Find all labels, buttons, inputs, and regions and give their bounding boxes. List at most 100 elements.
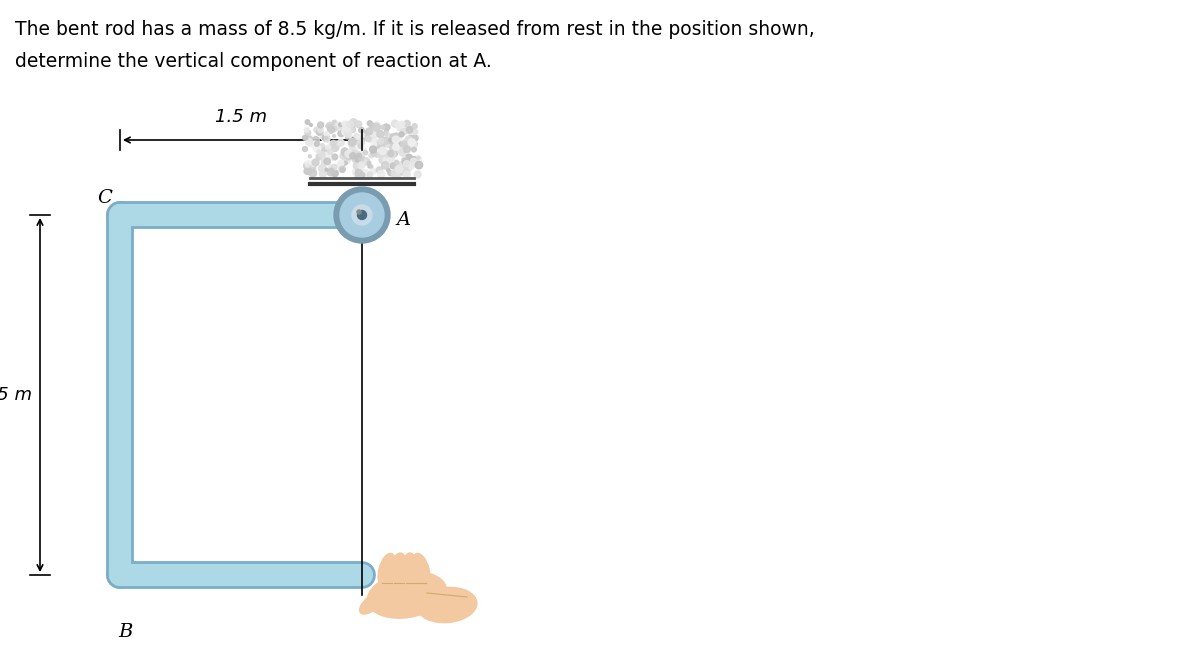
Point: [299, 127, 318, 138]
Ellipse shape: [412, 554, 430, 587]
Circle shape: [334, 187, 390, 243]
Point: [354, 145, 373, 156]
Point: [377, 155, 396, 166]
Point: [317, 151, 336, 161]
Point: [386, 134, 406, 145]
Point: [384, 168, 403, 178]
Point: [400, 124, 419, 135]
Point: [353, 155, 372, 166]
Point: [371, 129, 390, 139]
Point: [378, 122, 397, 133]
Point: [365, 145, 384, 156]
Point: [301, 139, 320, 149]
Point: [391, 139, 410, 149]
Point: [406, 121, 425, 131]
Point: [298, 125, 317, 135]
Point: [392, 159, 412, 170]
Point: [378, 137, 397, 147]
Point: [349, 167, 368, 178]
Point: [336, 158, 355, 168]
Point: [316, 145, 335, 155]
Point: [376, 135, 395, 146]
Point: [314, 154, 334, 164]
Point: [332, 127, 352, 138]
Point: [378, 130, 397, 141]
Point: [352, 152, 371, 163]
Point: [337, 150, 356, 160]
Point: [352, 125, 371, 135]
Point: [377, 123, 396, 133]
Point: [384, 148, 403, 158]
Point: [374, 135, 394, 145]
Point: [390, 124, 409, 135]
Point: [307, 139, 326, 149]
Point: [316, 133, 335, 143]
Point: [395, 119, 414, 129]
Point: [386, 132, 406, 143]
Point: [331, 137, 350, 148]
Point: [409, 153, 428, 164]
Point: [400, 124, 419, 135]
Point: [302, 162, 322, 172]
Point: [370, 129, 389, 139]
Point: [386, 170, 406, 180]
Point: [324, 123, 343, 134]
Point: [370, 125, 389, 136]
Point: [329, 121, 348, 132]
Point: [401, 153, 420, 164]
Point: [344, 147, 364, 158]
Point: [383, 160, 402, 171]
Point: [392, 148, 412, 158]
Point: [398, 162, 418, 173]
Point: [401, 133, 420, 143]
Point: [322, 165, 341, 176]
Point: [338, 129, 358, 139]
Point: [304, 168, 323, 178]
Point: [314, 157, 334, 168]
Point: [349, 119, 368, 129]
Point: [318, 121, 337, 131]
Point: [298, 158, 317, 168]
Point: [361, 130, 380, 141]
Point: [318, 156, 337, 166]
Point: [346, 167, 365, 178]
Point: [398, 162, 418, 173]
Point: [385, 131, 404, 141]
Point: [298, 160, 317, 170]
Ellipse shape: [360, 592, 384, 614]
Point: [371, 139, 390, 150]
Point: [334, 151, 353, 161]
Point: [331, 128, 350, 139]
Point: [360, 161, 379, 172]
Point: [319, 154, 338, 165]
Point: [353, 132, 372, 143]
Point: [384, 143, 403, 154]
Point: [356, 156, 376, 166]
Point: [360, 126, 379, 137]
Point: [320, 161, 340, 172]
Point: [325, 168, 344, 178]
Ellipse shape: [418, 587, 476, 623]
Text: C: C: [97, 189, 112, 207]
Point: [343, 124, 362, 135]
Point: [383, 154, 402, 164]
Point: [403, 154, 422, 165]
Text: 1.5 m: 1.5 m: [0, 386, 32, 404]
Point: [341, 119, 360, 130]
Point: [320, 147, 340, 157]
Point: [298, 165, 317, 176]
Point: [310, 151, 329, 162]
Point: [386, 131, 406, 142]
Point: [325, 152, 344, 162]
Point: [406, 133, 425, 143]
Point: [409, 160, 428, 170]
Point: [355, 168, 374, 178]
Point: [394, 143, 413, 153]
Point: [299, 159, 318, 170]
Point: [377, 122, 396, 133]
Point: [397, 169, 416, 180]
Point: [379, 148, 398, 158]
Point: [311, 125, 330, 135]
Point: [365, 136, 384, 147]
Point: [344, 144, 364, 154]
